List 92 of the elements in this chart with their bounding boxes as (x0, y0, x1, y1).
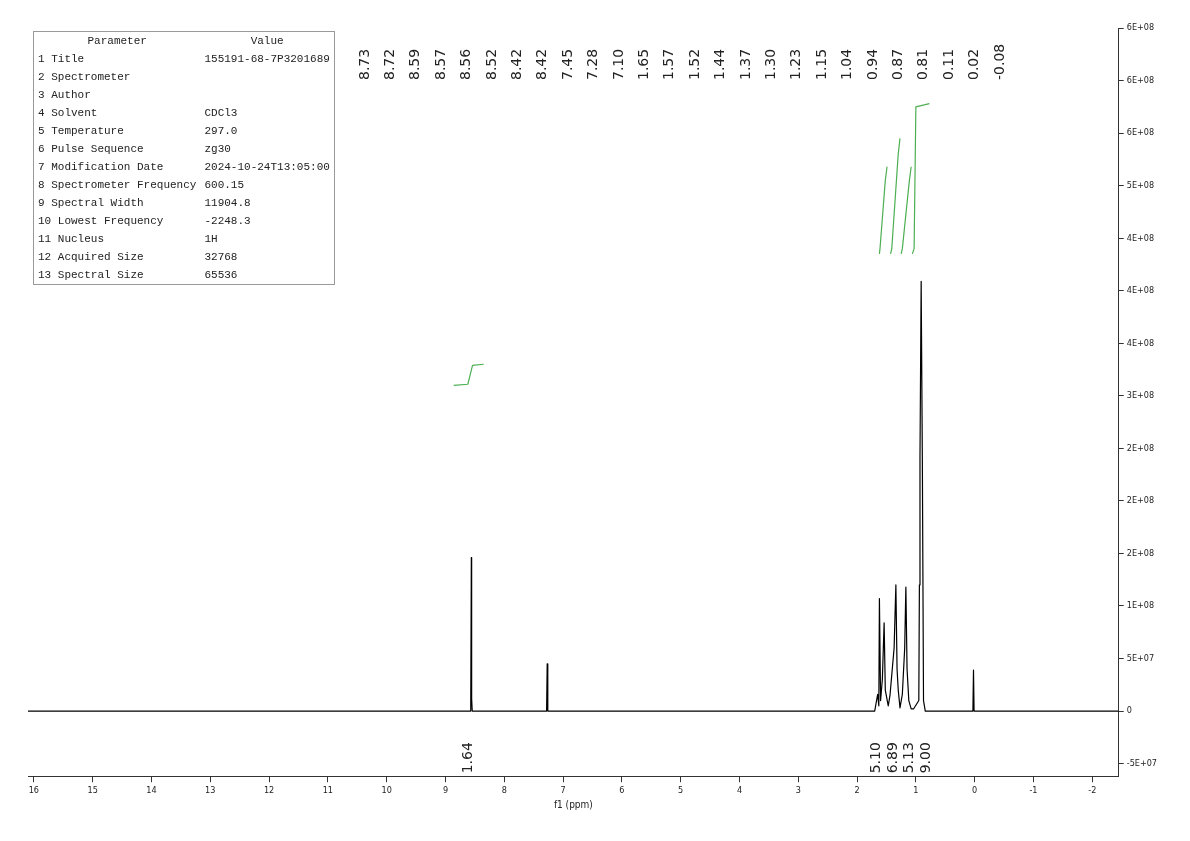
y-tick-label: 5E+08 (1126, 179, 1155, 190)
annotation: 8 Spectrometer Frequency (37, 178, 198, 193)
annotation: Value (249, 34, 285, 49)
annotation: 1.04 (838, 48, 855, 80)
x-tick-label: 4 (736, 784, 743, 795)
annotation: 7.45 (558, 48, 575, 80)
x-tick-label: 3 (795, 784, 801, 795)
y-tick-label: 6E+08 (1126, 22, 1155, 33)
annotation: 11904.8 (203, 196, 252, 211)
y-tick-label: 6E+08 (1126, 127, 1155, 138)
x-tick-label: 14 (146, 784, 157, 795)
annotation: 1.30 (762, 48, 779, 80)
annotation: 0.87 (889, 48, 906, 80)
y-tick-label: 2E+08 (1126, 495, 1155, 506)
x-axis-title: f1 (ppm) (553, 798, 593, 810)
annotation: 1 Title (37, 52, 86, 67)
annotation: 0.02 (965, 48, 982, 80)
annotation: zg30 (203, 142, 232, 157)
x-tick-label: 1 (913, 784, 919, 795)
x-tick-label: 7 (560, 784, 566, 795)
annotation: 5.13 (900, 742, 917, 774)
y-tick-label: 0 (1126, 705, 1132, 716)
annotation: 13 Spectral Size (37, 268, 145, 283)
annotation: 8.73 (355, 48, 372, 80)
annotation: 8.56 (457, 48, 474, 80)
y-tick-label: 4E+08 (1126, 285, 1155, 296)
annotation: 1.15 (812, 48, 829, 80)
annotation: 1.64 (459, 742, 476, 774)
x-tick-label: 9 (442, 784, 449, 795)
y-tick-label: 4E+08 (1126, 232, 1155, 243)
x-tick-label: 2 (854, 784, 860, 795)
annotation: 7 Modification Date (37, 160, 165, 175)
annotation: 32768 (203, 250, 239, 265)
annotation: 65536 (203, 268, 239, 283)
x-tick-label: 16 (28, 784, 40, 795)
x-tick-label: 0 (972, 784, 978, 795)
y-tick-label: 6E+08 (1126, 74, 1155, 85)
annotation: CDCl3 (203, 106, 239, 121)
x-tick-label: -1 (1029, 784, 1038, 795)
annotation: 9 Spectral Width (37, 196, 145, 211)
x-tick-label: 6 (619, 784, 625, 795)
annotation: 12 Acquired Size (37, 250, 145, 265)
annotation: 8.72 (381, 48, 398, 80)
annotation: 4 Solvent (37, 106, 99, 121)
x-tick-label: -2 (1088, 784, 1097, 795)
annotation: 0.94 (863, 48, 880, 80)
annotation: 3 Author (37, 88, 92, 103)
annotation: 1.23 (787, 48, 804, 80)
x-tick-label: 12 (263, 784, 275, 795)
annotation: 0.11 (939, 48, 956, 80)
annotation: 297.0 (203, 124, 239, 139)
annotation: 7.28 (584, 48, 601, 80)
annotation: 8.52 (482, 48, 499, 80)
x-tick-label: 13 (205, 784, 216, 795)
annotation: 0.81 (914, 48, 931, 80)
annotation: 8.57 (431, 48, 448, 80)
annotation: 1.57 (660, 48, 677, 80)
annotation: -2248.3 (203, 214, 252, 229)
x-tick-label: 8 (501, 784, 507, 795)
annotation: Parameter (86, 34, 148, 49)
annotation: 9.00 (916, 742, 933, 774)
annotation: 5.10 (867, 742, 884, 774)
x-tick-label: 15 (87, 784, 98, 795)
annotation: 1.37 (736, 48, 753, 80)
annotation: 11 Nucleus (37, 232, 105, 247)
annotation: 6.89 (883, 742, 900, 774)
x-tick-label: 11 (322, 784, 334, 795)
y-tick-label: -5E+07 (1126, 757, 1158, 768)
y-tick-label: 2E+08 (1126, 547, 1155, 558)
annotation: 10 Lowest Frequency (37, 214, 165, 229)
annotation: 2 Spectrometer (37, 70, 132, 85)
annotation: 600.15 (203, 178, 246, 193)
annotation: 8.42 (508, 48, 525, 80)
x-tick-label: 5 (678, 784, 684, 795)
y-tick-label: 5E+07 (1126, 652, 1155, 663)
x-tick-label: 10 (381, 784, 392, 795)
annotation: -0.08 (990, 43, 1007, 80)
y-tick-label: 4E+08 (1126, 337, 1155, 348)
annotation: 7.10 (609, 48, 626, 80)
annotation: 6 Pulse Sequence (37, 142, 145, 157)
y-tick-label: 3E+08 (1126, 390, 1155, 401)
y-tick-label: 1E+08 (1126, 600, 1155, 611)
annotation: 1.52 (685, 48, 702, 80)
annotation: 155191-68-7P3201689 (203, 52, 331, 67)
annotation: 1H (203, 232, 219, 247)
annotation: 1.44 (711, 48, 728, 80)
y-tick-label: 2E+08 (1126, 442, 1155, 453)
annotation: 1.65 (635, 48, 652, 80)
annotation: 2024-10-24T13:05:00 (203, 160, 331, 175)
annotation: 8.42 (533, 48, 550, 80)
annotation: 8.59 (406, 48, 423, 80)
annotation: 5 Temperature (37, 124, 125, 139)
